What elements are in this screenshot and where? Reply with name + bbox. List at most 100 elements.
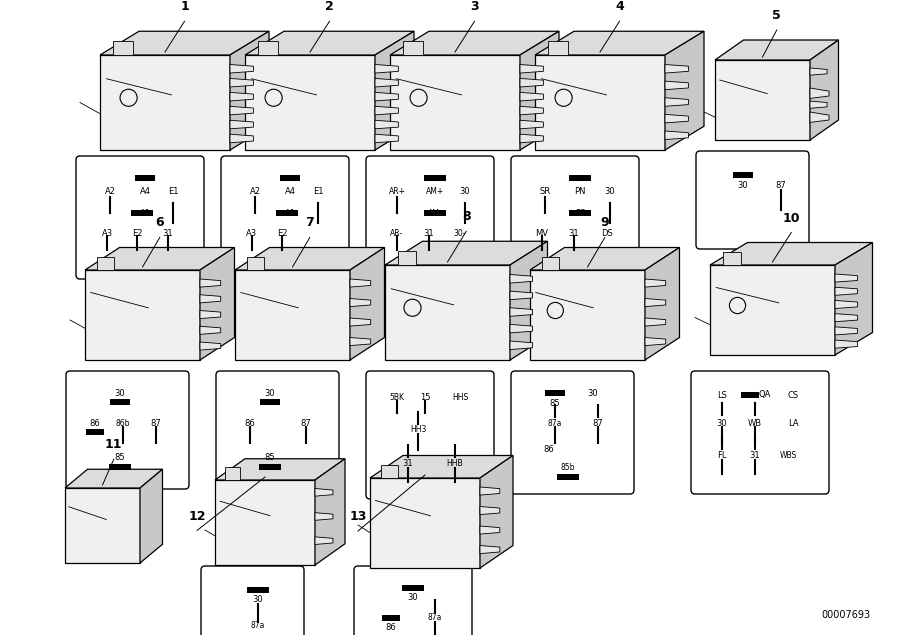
Text: 9: 9 — [600, 217, 609, 229]
Polygon shape — [215, 458, 345, 480]
Polygon shape — [530, 248, 680, 270]
Polygon shape — [542, 257, 559, 270]
Text: A3: A3 — [247, 229, 257, 237]
Polygon shape — [375, 79, 399, 87]
Polygon shape — [200, 248, 235, 360]
Polygon shape — [215, 480, 315, 565]
Polygon shape — [245, 31, 414, 55]
Polygon shape — [510, 274, 533, 283]
Text: SR: SR — [539, 187, 551, 196]
Text: AM-: AM- — [428, 208, 442, 218]
Polygon shape — [276, 210, 298, 216]
Text: 30: 30 — [252, 596, 263, 605]
Polygon shape — [665, 31, 704, 150]
Polygon shape — [258, 464, 281, 470]
Polygon shape — [520, 134, 544, 143]
Polygon shape — [665, 81, 688, 90]
Polygon shape — [480, 526, 500, 534]
Polygon shape — [350, 279, 371, 287]
Text: 85: 85 — [549, 399, 560, 408]
FancyBboxPatch shape — [201, 566, 304, 635]
Text: 1: 1 — [180, 0, 189, 13]
Polygon shape — [645, 279, 666, 287]
Text: AM+: AM+ — [426, 187, 444, 196]
Text: A3: A3 — [102, 229, 112, 237]
Polygon shape — [65, 469, 163, 488]
Text: 85: 85 — [265, 453, 274, 462]
Text: 30-: 30- — [454, 229, 466, 237]
Polygon shape — [424, 210, 446, 216]
Polygon shape — [520, 65, 544, 73]
Text: 31: 31 — [569, 229, 580, 237]
Polygon shape — [230, 79, 254, 87]
Polygon shape — [86, 429, 104, 435]
FancyBboxPatch shape — [221, 156, 349, 279]
Polygon shape — [230, 120, 254, 129]
Polygon shape — [200, 279, 220, 287]
Text: 30: 30 — [587, 389, 598, 398]
Text: A4: A4 — [284, 187, 295, 196]
Polygon shape — [350, 248, 384, 360]
Polygon shape — [230, 65, 254, 73]
Polygon shape — [85, 248, 235, 270]
Polygon shape — [65, 488, 140, 563]
FancyBboxPatch shape — [366, 371, 494, 499]
Polygon shape — [131, 210, 153, 216]
Polygon shape — [315, 488, 333, 496]
Text: LS: LS — [717, 391, 727, 399]
Polygon shape — [723, 251, 742, 265]
Polygon shape — [315, 512, 333, 520]
Polygon shape — [645, 337, 666, 345]
Text: 87: 87 — [592, 418, 603, 427]
Text: 87a: 87a — [547, 418, 562, 427]
Polygon shape — [810, 88, 829, 98]
Text: A2: A2 — [249, 187, 260, 196]
Text: PN: PN — [574, 187, 586, 196]
Polygon shape — [835, 314, 858, 322]
Polygon shape — [810, 40, 839, 140]
Polygon shape — [715, 40, 839, 60]
Polygon shape — [530, 270, 645, 360]
Polygon shape — [710, 265, 835, 355]
Polygon shape — [390, 31, 559, 55]
Polygon shape — [100, 31, 269, 55]
Polygon shape — [390, 55, 520, 150]
Polygon shape — [810, 112, 829, 123]
Polygon shape — [480, 487, 500, 495]
Text: 4: 4 — [615, 0, 624, 13]
Text: CS: CS — [788, 391, 798, 399]
Text: HHB: HHB — [446, 458, 464, 467]
Polygon shape — [375, 120, 399, 129]
Polygon shape — [535, 55, 665, 150]
Text: WBS: WBS — [779, 450, 796, 460]
Polygon shape — [645, 298, 666, 307]
Text: A4: A4 — [140, 187, 150, 196]
Polygon shape — [200, 295, 220, 303]
Text: 8: 8 — [462, 210, 471, 224]
Polygon shape — [480, 455, 513, 568]
Text: 30: 30 — [737, 180, 748, 189]
Text: 31: 31 — [424, 229, 435, 237]
Text: 86: 86 — [244, 418, 255, 427]
Polygon shape — [315, 537, 333, 544]
Polygon shape — [520, 120, 544, 129]
Text: 85b: 85b — [560, 462, 575, 472]
FancyBboxPatch shape — [354, 566, 472, 635]
FancyBboxPatch shape — [691, 371, 829, 494]
Text: 31: 31 — [163, 229, 174, 237]
Polygon shape — [835, 243, 872, 355]
Text: E1: E1 — [167, 187, 178, 196]
Text: PS: PS — [575, 208, 585, 218]
Polygon shape — [375, 92, 399, 101]
Text: 5BK: 5BK — [390, 392, 404, 401]
Polygon shape — [510, 341, 533, 349]
Text: 30: 30 — [716, 418, 727, 427]
Polygon shape — [140, 469, 163, 563]
Polygon shape — [370, 455, 513, 478]
Polygon shape — [230, 134, 254, 143]
Polygon shape — [385, 265, 510, 360]
Polygon shape — [710, 243, 872, 265]
Polygon shape — [520, 31, 559, 150]
Polygon shape — [100, 55, 230, 150]
Polygon shape — [480, 507, 500, 514]
